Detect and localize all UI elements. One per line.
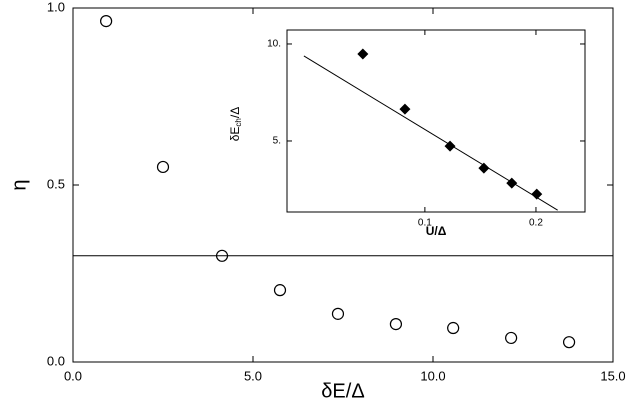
y-tick-label: 10.	[267, 39, 281, 50]
y-tick-label: 5.	[273, 136, 281, 147]
inset-y-label-end: /Δ	[228, 107, 242, 118]
scatter-point	[273, 284, 287, 297]
x-tick-label: 10.0	[420, 368, 445, 383]
scatter-point	[215, 249, 229, 262]
x-tick-label: 15.0	[600, 368, 625, 383]
scatter-point	[447, 321, 460, 335]
scatter-point	[562, 336, 576, 349]
scatter-point	[331, 307, 345, 320]
x-tick-label: 5.0	[244, 368, 262, 383]
scatter-point	[389, 318, 403, 331]
fit-line	[303, 55, 558, 211]
y-tick-label: 0.5	[47, 176, 65, 191]
diamond-point	[531, 188, 543, 200]
diamond-point	[399, 103, 411, 115]
y-tick-label: 1.0	[47, 0, 65, 14]
scatter-point	[100, 14, 113, 28]
scatter-point	[156, 160, 170, 174]
diamond-point	[357, 48, 369, 60]
inset-y-label: δEch/Δ	[228, 107, 243, 142]
inset-y-label-sub: ch	[234, 118, 243, 126]
x-axis-label: δE/Δ	[321, 380, 364, 402]
x-tick-label: 0.1	[418, 218, 432, 229]
y-tick-label: 0.0	[47, 353, 65, 368]
diamond-point	[478, 162, 490, 174]
y-axis-label: η	[8, 179, 30, 190]
inset-y-label-main: δE	[228, 127, 242, 142]
x-tick-label: 0.2	[529, 218, 543, 229]
inset-frame	[286, 29, 586, 213]
x-tick-label: 0.0	[64, 368, 82, 383]
inset-x-label: U/Δ	[426, 224, 447, 238]
scatter-point	[505, 331, 518, 345]
